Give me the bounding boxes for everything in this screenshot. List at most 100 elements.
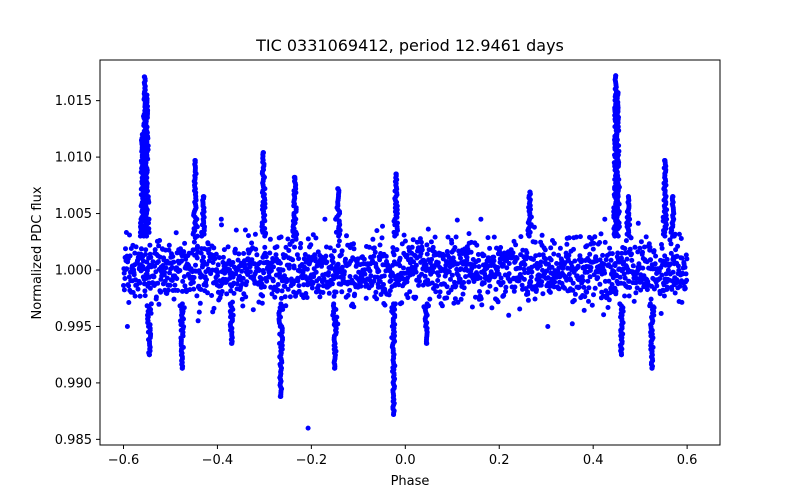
data-point — [551, 251, 557, 257]
data-point — [367, 268, 373, 274]
data-point — [171, 296, 177, 302]
data-point — [216, 255, 222, 261]
data-point — [436, 273, 442, 278]
data-point — [204, 277, 209, 283]
data-point — [491, 234, 497, 240]
data-point — [271, 264, 276, 270]
data-point — [542, 247, 548, 253]
data-point — [575, 263, 581, 269]
data-point — [372, 249, 378, 255]
data-point — [613, 73, 619, 79]
data-point — [539, 279, 545, 285]
data-point — [177, 268, 183, 273]
data-point — [397, 263, 403, 269]
data-point — [427, 296, 433, 302]
data-point — [194, 255, 200, 261]
data-point — [492, 273, 498, 279]
data-point — [536, 252, 542, 258]
data-point — [305, 425, 311, 431]
data-point — [622, 246, 628, 251]
y-tick-label: 0.990 — [55, 376, 92, 391]
data-point — [662, 158, 668, 163]
data-point — [453, 283, 459, 289]
data-point — [661, 293, 667, 299]
data-point — [670, 269, 676, 275]
data-point — [525, 270, 531, 276]
data-point — [373, 289, 379, 295]
data-point — [513, 242, 519, 248]
data-point — [416, 282, 422, 288]
data-point — [374, 274, 380, 280]
data-point — [644, 287, 650, 293]
data-point — [230, 260, 236, 265]
data-point — [267, 236, 273, 242]
data-point — [278, 394, 284, 399]
data-point — [572, 258, 578, 264]
data-point — [382, 302, 388, 308]
data-point — [225, 244, 231, 250]
data-point — [627, 285, 633, 290]
data-point — [619, 250, 625, 256]
data-point — [592, 285, 598, 291]
data-point — [219, 222, 224, 228]
data-point — [674, 277, 680, 283]
data-point — [336, 238, 342, 244]
data-point — [181, 249, 187, 255]
data-point — [222, 270, 228, 276]
data-point — [478, 216, 484, 222]
data-point — [263, 254, 269, 260]
data-point — [158, 289, 164, 295]
data-point — [313, 269, 319, 275]
data-point — [657, 291, 663, 297]
data-point — [351, 246, 357, 252]
data-point — [556, 252, 561, 258]
data-point — [498, 275, 504, 281]
data-point — [528, 279, 534, 285]
data-point — [436, 294, 442, 299]
data-point — [414, 239, 420, 245]
data-point — [599, 289, 605, 295]
data-point — [670, 194, 676, 200]
data-point — [531, 257, 536, 262]
data-point — [677, 283, 683, 289]
data-point — [296, 288, 302, 294]
data-point — [684, 277, 690, 283]
data-point — [198, 250, 204, 256]
data-point — [155, 259, 161, 265]
data-point — [304, 295, 310, 300]
plot-frame — [99, 59, 721, 446]
data-point — [148, 301, 154, 307]
data-point — [649, 365, 655, 371]
data-point — [609, 251, 615, 257]
data-point — [147, 242, 153, 248]
data-point — [622, 275, 628, 281]
data-point — [339, 248, 345, 254]
data-point — [286, 248, 292, 253]
data-point — [182, 240, 188, 246]
data-point — [498, 245, 504, 250]
data-point — [329, 281, 335, 287]
data-point — [582, 294, 588, 300]
data-point — [595, 275, 601, 281]
data-point — [261, 284, 267, 290]
data-point — [153, 294, 159, 300]
data-point — [323, 253, 329, 259]
data-point — [393, 171, 399, 177]
data-point — [261, 150, 266, 156]
data-point — [253, 246, 259, 252]
data-point — [275, 287, 281, 293]
data-point — [510, 250, 516, 256]
data-point — [630, 263, 636, 269]
data-point — [164, 275, 170, 281]
data-point — [290, 257, 296, 263]
data-point — [330, 312, 336, 318]
data-point — [500, 261, 506, 267]
data-point — [363, 295, 369, 301]
data-point — [264, 278, 270, 284]
data-point — [218, 216, 224, 222]
data-point — [200, 194, 206, 200]
data-point — [665, 284, 670, 290]
data-point — [653, 253, 659, 259]
data-point — [376, 268, 382, 274]
data-point — [664, 256, 670, 262]
